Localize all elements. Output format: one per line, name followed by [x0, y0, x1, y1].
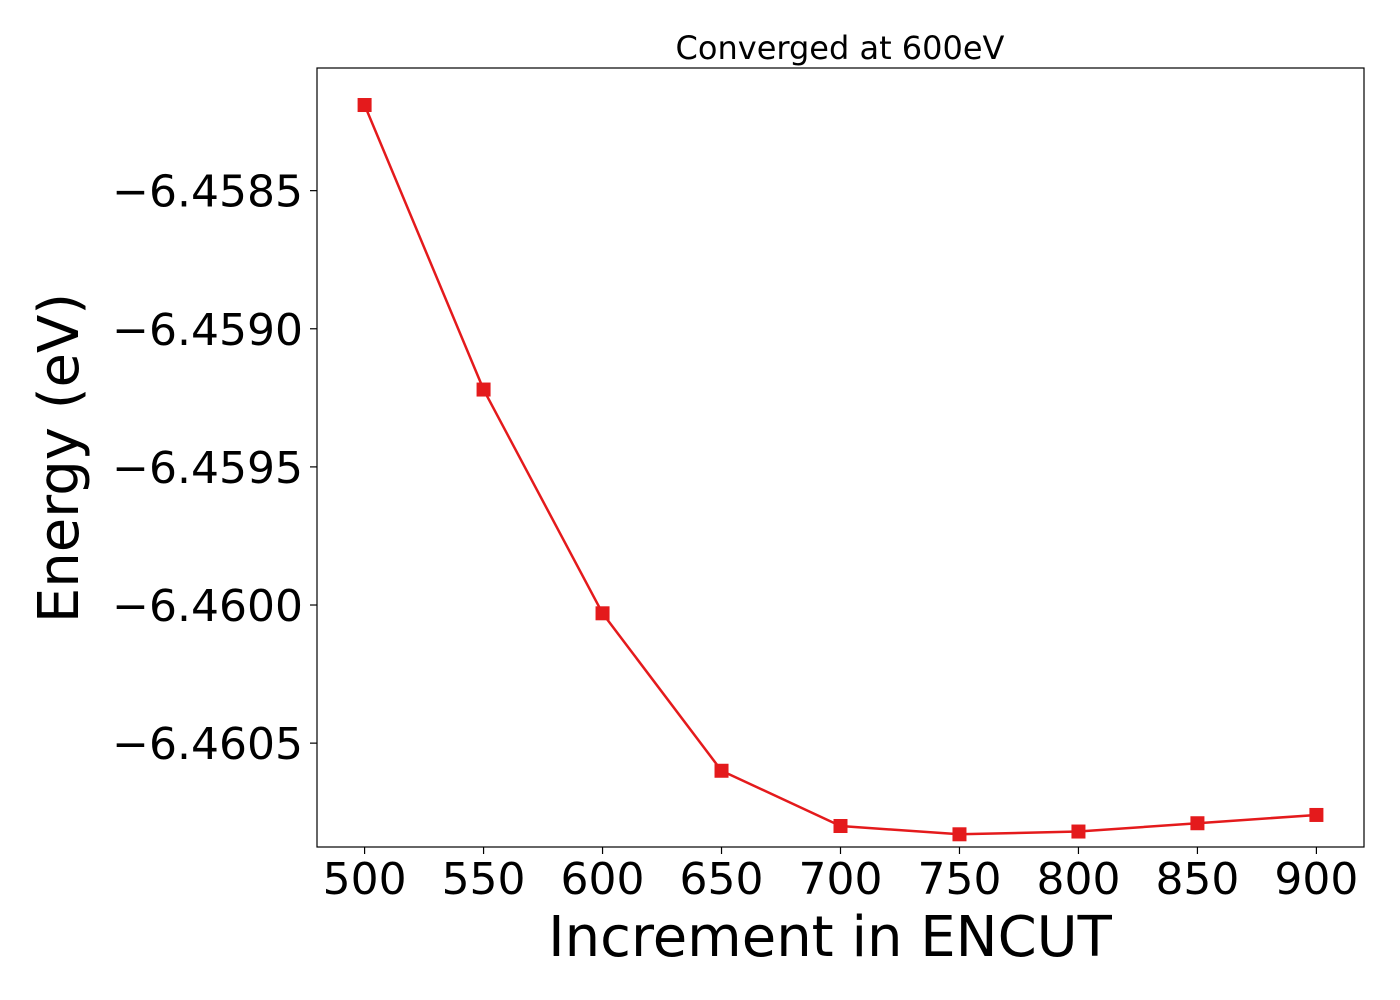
- plot-frame: [316, 67, 1365, 848]
- data-point: [952, 827, 967, 842]
- y-tick-label: −6.4605: [112, 719, 303, 770]
- data-point: [476, 382, 491, 397]
- x-tick-label: 800: [1036, 854, 1120, 905]
- y-tick-label: −6.4600: [112, 581, 303, 632]
- x-tick-label: 700: [799, 854, 883, 905]
- x-tick-label: 500: [323, 854, 407, 905]
- x-tick-label: 750: [917, 854, 1001, 905]
- data-point: [357, 98, 372, 113]
- data-point: [1190, 816, 1205, 831]
- chart-title: Converged at 600eV: [676, 29, 1005, 67]
- data-point: [833, 819, 848, 834]
- y-tick-label: −6.4595: [112, 443, 303, 494]
- x-axis: 500 550 600 650 700 750 800 850 900: [323, 847, 1358, 905]
- x-axis-label: Increment in ENCUT: [548, 905, 1113, 970]
- x-tick-label: 900: [1274, 854, 1358, 905]
- x-tick-label: 850: [1155, 854, 1239, 905]
- data-series: [357, 98, 1324, 842]
- x-tick-label: 550: [442, 854, 526, 905]
- series-line: [363, 104, 1317, 836]
- data-point: [1071, 824, 1086, 839]
- data-point: [714, 763, 729, 778]
- y-tick-label: −6.4585: [112, 167, 303, 218]
- x-tick-label: 600: [561, 854, 645, 905]
- x-tick-label: 650: [680, 854, 764, 905]
- y-tick-label: −6.4590: [112, 305, 303, 356]
- y-axis-label: Energy (eV): [27, 293, 92, 623]
- data-point: [1309, 807, 1324, 822]
- data-point: [595, 606, 610, 621]
- y-axis: −6.4585 −6.4590 −6.4595 −6.4600 −6.4605: [112, 167, 317, 770]
